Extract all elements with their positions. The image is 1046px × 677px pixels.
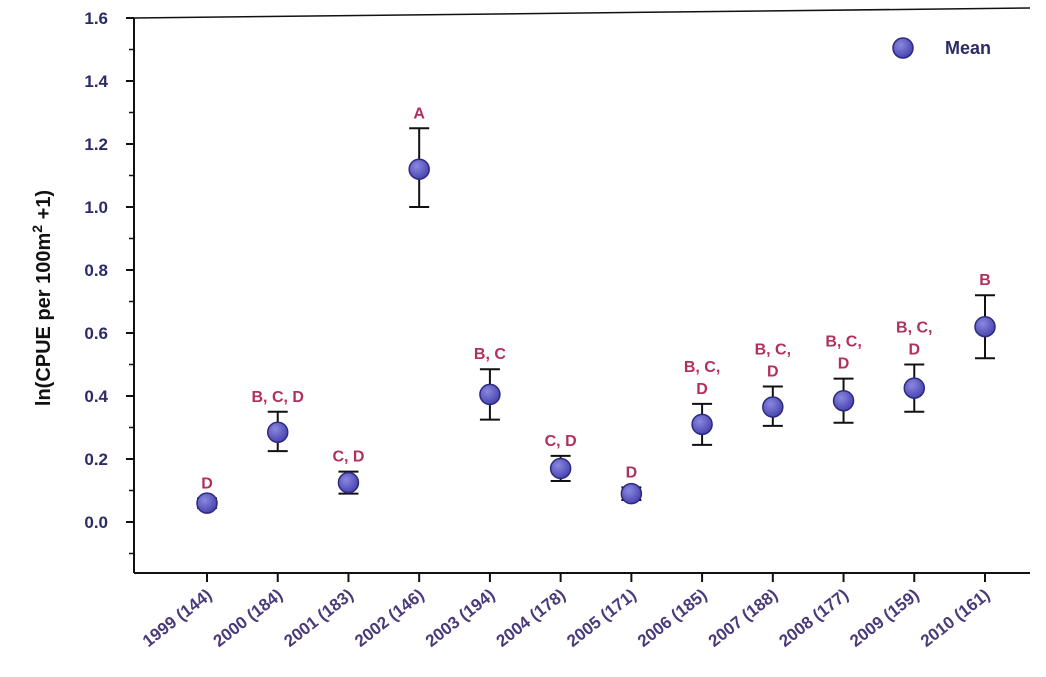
legend: Mean [892, 37, 991, 59]
mean-point [832, 389, 855, 412]
mean-point [549, 457, 572, 480]
y-axis-label-sup: 2 [29, 225, 45, 233]
significance-label: D [201, 475, 213, 492]
mean-point [620, 482, 643, 505]
x-tick-label: 2004 (178) [493, 585, 569, 651]
mean-point [408, 158, 430, 180]
significance-label: B [979, 272, 991, 289]
x-tick-label: 2000 (184) [210, 585, 286, 651]
y-tick-label: 0.2 [84, 450, 108, 469]
x-tick-label: 2001 (183) [280, 585, 356, 651]
mean-point [691, 413, 713, 436]
x-tick-label: 2006 (185) [634, 585, 710, 651]
significance-label: D [908, 342, 920, 359]
x-tick-label: 1999 (144) [139, 585, 215, 651]
axes [133, 7, 1031, 574]
data-points [196, 158, 996, 514]
y-axis-label-tail: +1) [33, 190, 55, 225]
y-axis-ticks: 0.0 0.2 0.4 0.6 0.8 1.0 1.2 1.4 1.6 [84, 9, 134, 555]
significance-label: D [696, 381, 708, 398]
error-bars [197, 127, 995, 509]
mean-point [479, 383, 501, 406]
x-tick-label: 2002 (146) [351, 585, 427, 651]
y-tick-label: 0.8 [84, 261, 108, 280]
significance-label: B, C, [755, 342, 791, 359]
top-border [133, 7, 1031, 19]
legend-marker [892, 37, 914, 59]
significance-label: D [626, 464, 638, 481]
x-tick-label: 2003 (194) [422, 585, 498, 651]
x-tick-label: 2009 (159) [846, 585, 922, 651]
mean-point [974, 315, 996, 338]
significance-label: B, C, D [252, 389, 304, 406]
y-tick-label: 1.0 [84, 198, 108, 217]
x-tick-label: 2005 (171) [563, 585, 639, 651]
significance-label: D [838, 356, 850, 373]
x-axis-ticks: 1999 (144)2000 (184)2001 (183)2002 (146)… [139, 573, 993, 651]
significance-label: C, D [332, 449, 364, 466]
y-tick-label: 0.6 [84, 324, 108, 343]
mean-point [903, 377, 926, 399]
mean-point [196, 492, 218, 514]
significance-label: A [413, 105, 425, 122]
significance-labels: D B, C, D C, D A B, C C, D D B, C, D B, C, D B, C, D… [201, 105, 991, 492]
y-axis-label: ln(CPUE per 100m2 +1) [29, 190, 55, 406]
significance-label: B, C, [825, 334, 861, 351]
y-tick-label: 1.2 [84, 135, 108, 154]
y-tick-label: 1.6 [84, 9, 108, 28]
mean-point [762, 396, 784, 418]
mean-point [266, 421, 289, 443]
x-tick-label: 2007 (188) [705, 585, 781, 651]
legend-label: Mean [945, 38, 991, 58]
y-tick-label: 1.4 [84, 72, 108, 91]
significance-label: B, C, [684, 359, 720, 376]
y-axis-label-main: ln(CPUE per 100m [33, 233, 55, 406]
significance-label: D [767, 364, 779, 381]
significance-label: B, C, [896, 320, 932, 337]
significance-label: C, D [545, 433, 577, 450]
y-tick-label: 0.4 [84, 387, 108, 406]
y-tick-label: 0.0 [84, 513, 108, 532]
x-tick-label: 2008 (177) [776, 585, 852, 651]
x-tick-label: 2010 (161) [917, 585, 993, 651]
significance-label: B, C [474, 346, 506, 363]
mean-point [337, 471, 360, 494]
